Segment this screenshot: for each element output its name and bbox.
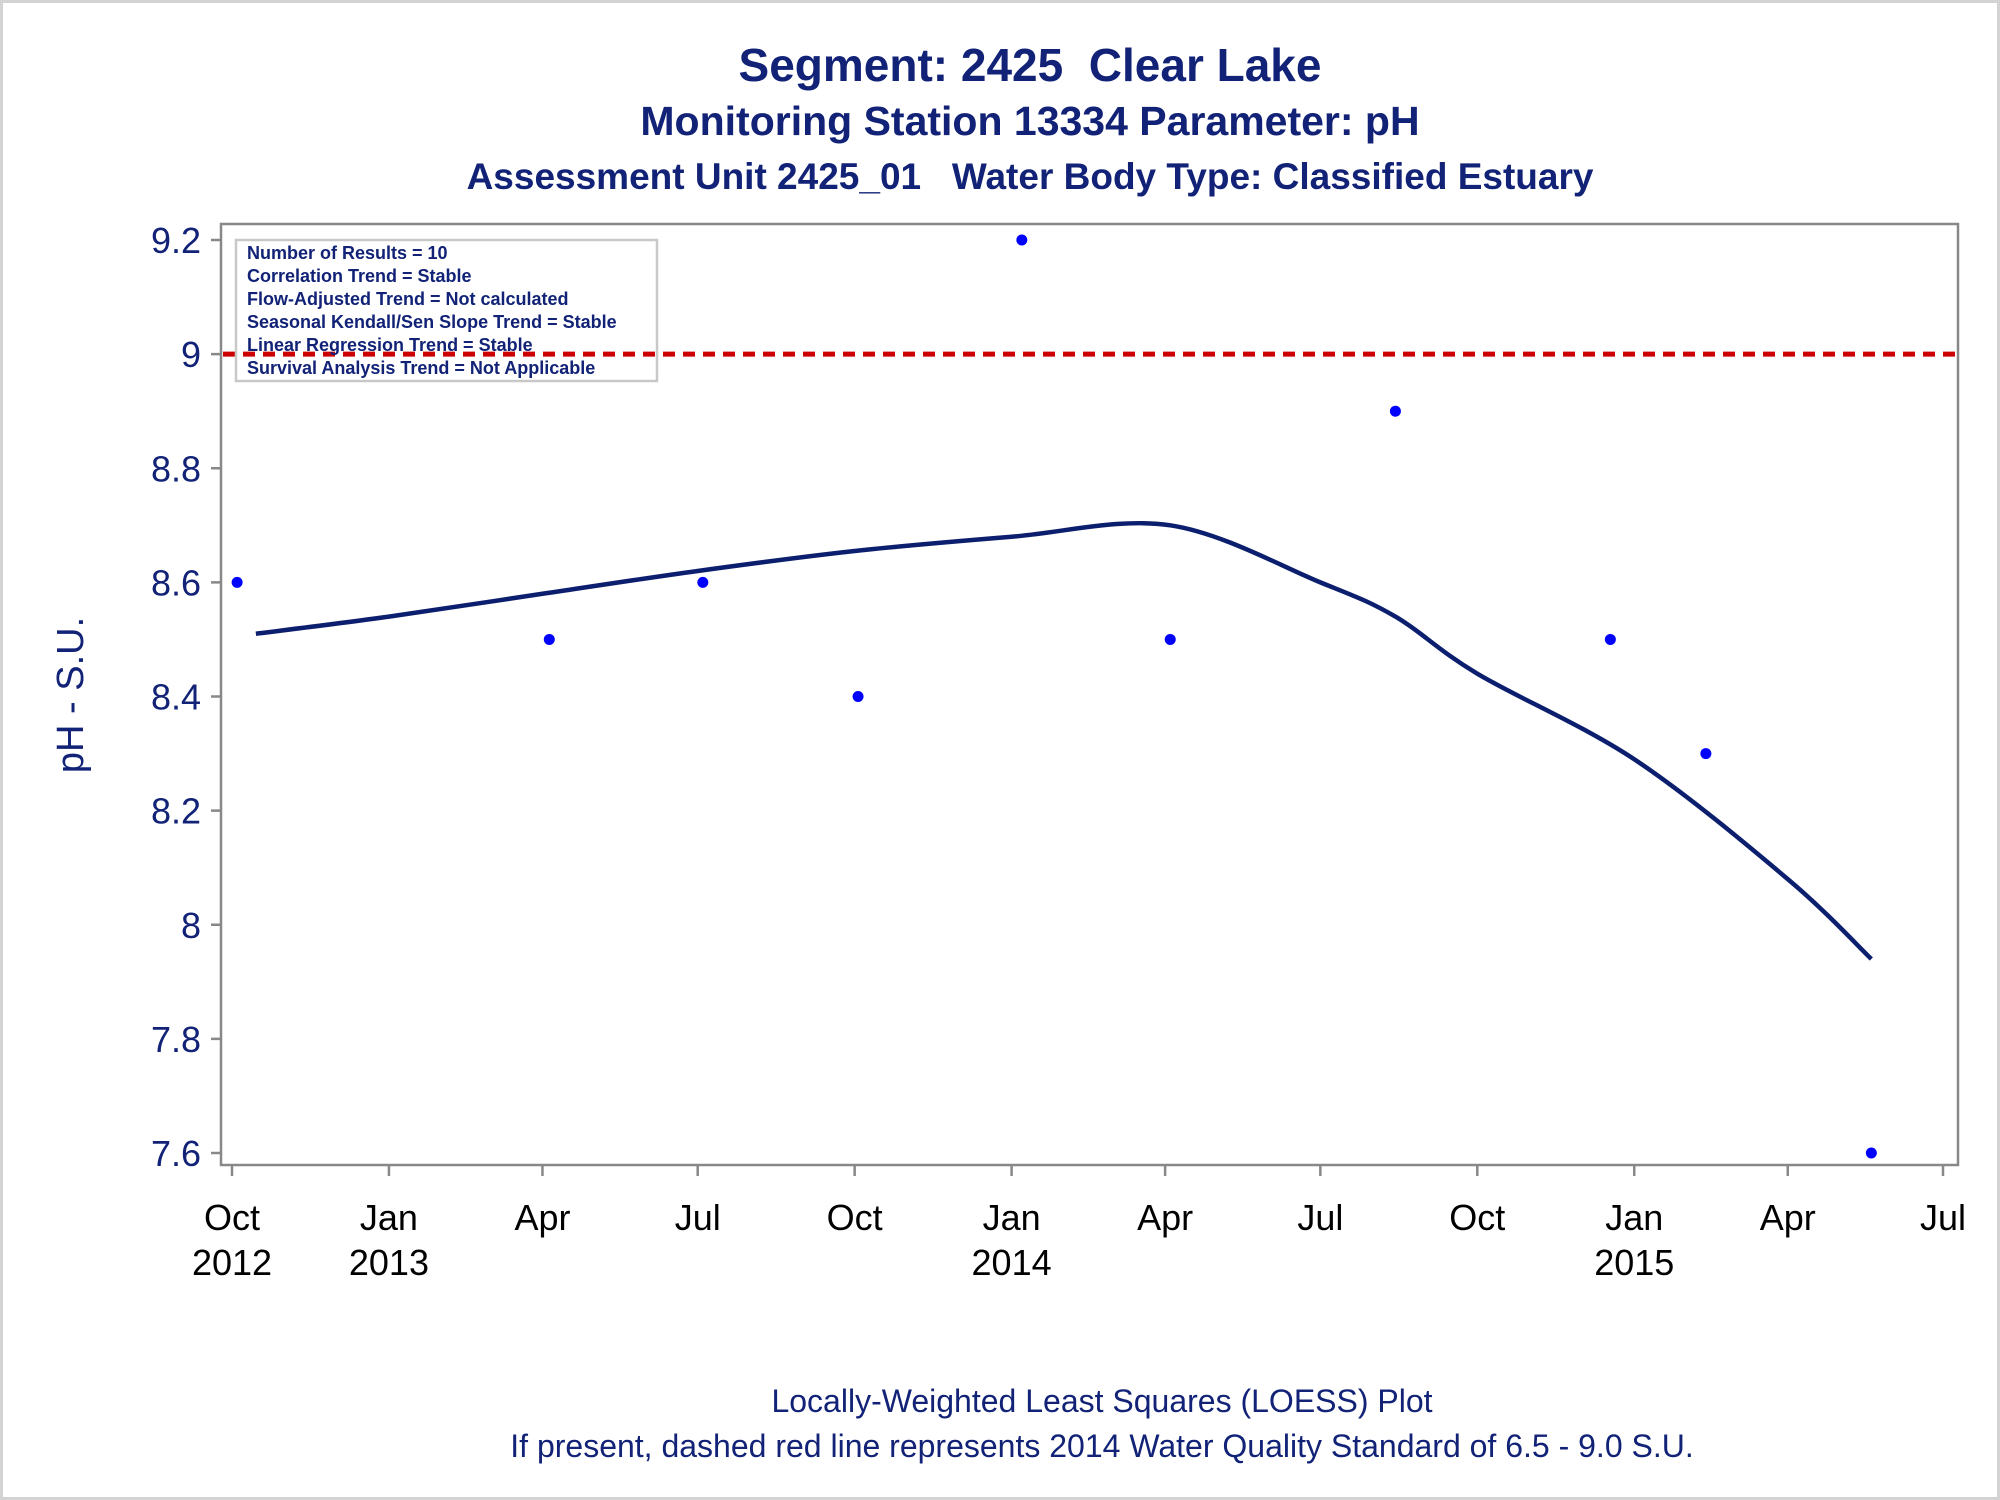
inset-border	[234, 238, 659, 383]
data-point	[697, 576, 709, 588]
data-points	[231, 234, 1877, 1159]
x-tick-label: Jan	[360, 1197, 418, 1238]
data-point	[1164, 633, 1176, 645]
inset-line: Seasonal Kendall/Sen Slope Trend = Stabl…	[247, 312, 617, 332]
data-point	[231, 576, 243, 588]
x-tick-label: Jan	[983, 1197, 1041, 1238]
loess-line	[255, 520, 1873, 961]
footnote-standard: If present, dashed red line represents 2…	[510, 1428, 1694, 1464]
y-tick-label: 8.4	[151, 677, 201, 718]
inset-line: Flow-Adjusted Trend = Not calculated	[247, 289, 569, 309]
x-tick-label: Oct	[1449, 1197, 1505, 1238]
data-point	[1016, 234, 1028, 246]
y-tick-label: 7.6	[151, 1133, 201, 1174]
data-point	[1604, 633, 1616, 645]
y-tick-label: 7.8	[151, 1019, 201, 1060]
y-tick-label: 9	[181, 334, 201, 375]
trend-inset-box: Number of Results = 10 Correlation Trend…	[234, 238, 659, 383]
data-point	[1389, 405, 1401, 417]
y-tick-label: 8.6	[151, 562, 201, 603]
chart-title: Segment: 2425 Clear Lake	[738, 39, 1322, 91]
y-tick-label: 8.2	[151, 791, 201, 832]
x-tick-label: Jul	[1920, 1197, 1966, 1238]
y-tick-label: 8.8	[151, 448, 201, 489]
x-tick-year-label: 2013	[349, 1242, 429, 1283]
x-tick-year-label: 2015	[1594, 1242, 1674, 1283]
chart-subtitle-assessment: Assessment Unit 2425_01 Water Body Type:…	[466, 156, 1594, 197]
footnote-method: Locally-Weighted Least Squares (LOESS) P…	[771, 1383, 1433, 1419]
data-point	[543, 633, 555, 645]
y-axis-label: pH - S.U.	[50, 617, 92, 773]
x-tick-label: Oct	[827, 1197, 883, 1238]
x-tick-year-label: 2012	[192, 1242, 272, 1283]
y-axis: 7.6 7.8 8 8.2 8.4 8.6 8.8 9 9.2	[151, 220, 221, 1174]
x-tick-year-label: 2014	[972, 1242, 1052, 1283]
x-tick-label: Apr	[1137, 1197, 1193, 1238]
y-tick-label: 9.2	[151, 220, 201, 261]
inset-line: Survival Analysis Trend = Not Applicable	[247, 358, 595, 378]
chart-subtitle-station: Monitoring Station 13334 Parameter: pH	[640, 98, 1420, 144]
inset-line: Number of Results = 10	[247, 243, 448, 263]
inset-line: Linear Regression Trend = Stable	[247, 335, 533, 355]
x-tick-label: Apr	[514, 1197, 570, 1238]
x-tick-label: Apr	[1760, 1197, 1816, 1238]
x-tick-label: Jul	[1297, 1197, 1343, 1238]
plot-area	[219, 222, 1960, 1167]
y-tick-label: 8	[181, 905, 201, 946]
inset-line: Correlation Trend = Stable	[247, 266, 472, 286]
x-tick-label: Jul	[675, 1197, 721, 1238]
data-point	[852, 691, 864, 702]
data-point	[1700, 748, 1712, 760]
data-point	[1865, 1147, 1877, 1159]
x-tick-label: Jan	[1605, 1197, 1663, 1238]
x-tick-label: Oct	[204, 1197, 260, 1238]
